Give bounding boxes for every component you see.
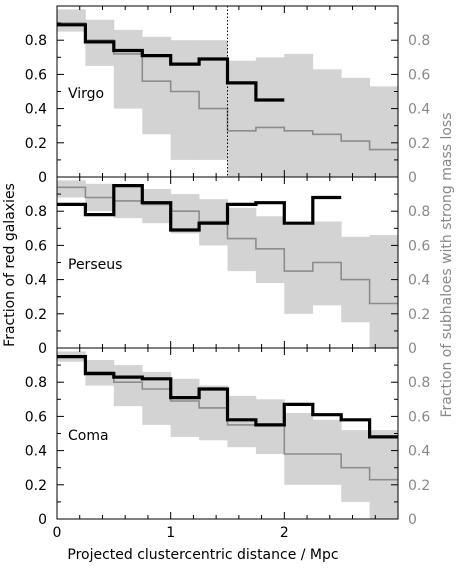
y-tick-label-left: 0.2 (25, 136, 47, 152)
y-tick-label-left: 0.2 (25, 307, 47, 323)
y-tick-label-left: 0 (38, 170, 47, 186)
y-tick-label-left: 0.8 (25, 375, 47, 391)
plot-area (57, 6, 398, 177)
model-band-bin (227, 395, 257, 448)
y-tick-label-left: 0.6 (25, 238, 47, 254)
y-tick-label-right: 0.4 (408, 444, 430, 460)
model-band-bin (312, 221, 342, 306)
model-band-bin (255, 57, 285, 177)
model-band-bin (113, 29, 143, 109)
x-tick-label: 0 (53, 525, 62, 541)
plot-area (57, 351, 398, 519)
model-band-bin (312, 419, 342, 485)
model-band-bin (312, 69, 342, 177)
y-tick-label-right: 0 (408, 512, 417, 528)
panel-virgo: 0 0 0.2 0.2 0.4 0.4 0.6 0.6 0.8 0.8 Virgo (25, 5, 430, 186)
y-tick-label-left: 0.4 (25, 273, 47, 289)
model-band-bin (369, 86, 398, 177)
y-tick-label-right: 0.2 (408, 307, 430, 323)
y-tick-label-right: 0.4 (408, 102, 430, 118)
y-tick-label-right: 0.8 (408, 204, 430, 220)
model-band-bin (255, 399, 285, 454)
y-tick-label-right: 0.6 (408, 238, 430, 254)
y-tick-label-right: 0.6 (408, 67, 430, 83)
model-band-bin (341, 77, 370, 177)
model-band-bin (369, 235, 398, 348)
y-tick-label-right: 0 (408, 341, 417, 357)
plot-area (57, 180, 398, 348)
observed-step-line (57, 23, 285, 102)
y-tick-label-right: 0.6 (408, 409, 430, 425)
model-band-bin (57, 180, 86, 198)
model-band-bin (142, 371, 172, 425)
model-band-bin (284, 224, 314, 314)
y-tick-label-right: 0.2 (408, 136, 430, 152)
y-tick-label-right: 0.4 (408, 273, 430, 289)
y-axis-title-right: Fraction of subhaloes with strong mass l… (439, 112, 455, 417)
model-band-bin (170, 194, 200, 234)
y-tick-label-left: 0.4 (25, 102, 47, 118)
model-band-bin (142, 36, 172, 135)
panel-label: Perseus (68, 257, 122, 273)
y-tick-label-right: 0.8 (408, 375, 430, 391)
observed-step-line (57, 184, 342, 232)
model-band-bin (57, 9, 86, 32)
panel-perseus: 0 0 0.2 0.2 0.4 0.4 0.6 0.6 0.8 0.8 Perseus (25, 176, 430, 357)
x-tick-label: 1 (166, 525, 175, 541)
model-band-bin (284, 53, 314, 177)
panel-label: Virgo (68, 86, 104, 102)
y-axis-title-left: Fraction of red galaxies (2, 183, 18, 347)
model-band-bin (142, 189, 172, 224)
model-band-bin (113, 365, 143, 407)
model-band-bin (227, 207, 257, 272)
model-band-bin (369, 430, 398, 519)
model-band-bin (113, 185, 143, 219)
panel-label: Coma (68, 428, 109, 444)
y-tick-label-left: 0.8 (25, 204, 47, 220)
x-axis-title: Projected clustercentric distance / Mpc (67, 547, 338, 563)
y-tick-label-left: 0 (38, 512, 47, 528)
model-band-bin (341, 430, 370, 502)
y-tick-label-right: 0.2 (408, 478, 430, 494)
y-tick-label-left: 0.2 (25, 478, 47, 494)
y-tick-label-left: 0.6 (25, 67, 47, 83)
model-band-bin (199, 385, 228, 441)
y-tick-label-right: 0.8 (408, 33, 430, 49)
model-band-bin (255, 216, 285, 283)
panel-coma: 0 0 0.2 0.2 0.4 0.4 0.6 0.6 0.8 0.8 Coma (25, 347, 430, 528)
model-band-bin (227, 60, 257, 177)
y-tick-label-left: 0.6 (25, 409, 47, 425)
y-tick-label-left: 0.4 (25, 444, 47, 460)
y-tick-label-left: 0.8 (25, 33, 47, 49)
y-tick-label-left: 0 (38, 341, 47, 357)
model-band-bin (284, 413, 314, 485)
x-tick-label: 2 (280, 525, 289, 541)
observed-step-line (57, 355, 398, 439)
y-tick-label-right: 0 (408, 170, 417, 186)
model-band-bin (170, 378, 200, 437)
model-band-bin (170, 40, 200, 160)
